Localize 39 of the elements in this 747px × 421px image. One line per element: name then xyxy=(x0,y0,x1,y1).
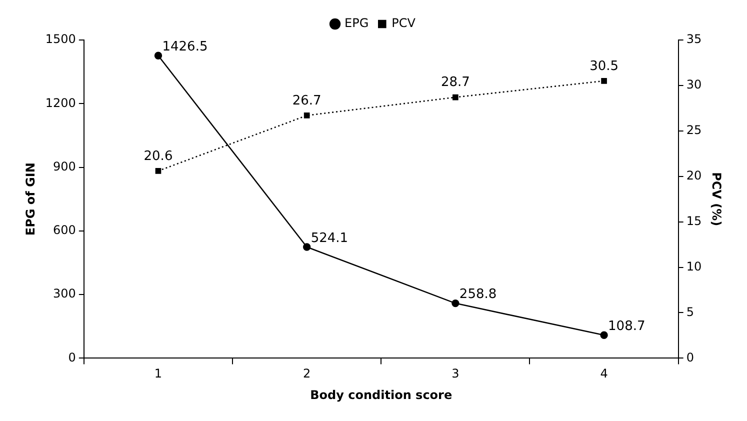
y-tick-label: 1500 xyxy=(45,32,76,46)
data-label: 30.5 xyxy=(590,58,619,74)
data-label: 20.6 xyxy=(144,148,173,164)
x-axis-title: Body condition score xyxy=(310,388,452,402)
x-tick-label: 4 xyxy=(600,366,608,381)
point xyxy=(452,94,458,100)
point xyxy=(452,299,460,308)
y-tick-label: 1200 xyxy=(45,96,76,110)
y2-tick-label: 25 xyxy=(686,123,702,138)
y2-axis-title: PCV (%) xyxy=(710,172,724,226)
point xyxy=(302,243,311,251)
x-tick-label: 1 xyxy=(154,366,162,381)
y-tick-label: 900 xyxy=(53,159,76,174)
point xyxy=(600,331,608,339)
y-tick-label: 600 xyxy=(53,223,76,238)
point xyxy=(154,52,162,60)
legend-label: PCV xyxy=(392,16,416,30)
y2-tick-label: 20 xyxy=(686,168,702,182)
y2-tick-label: 0 xyxy=(686,350,694,364)
point xyxy=(304,112,310,118)
data-label: 524.1 xyxy=(310,230,348,246)
data-label: 28.7 xyxy=(440,75,470,90)
y-tick-label: 300 xyxy=(53,286,76,301)
x-tick-label: 2 xyxy=(303,366,311,381)
point xyxy=(601,78,607,84)
y2-tick-label: 35 xyxy=(686,32,702,46)
data-label: 258.8 xyxy=(459,287,497,302)
data-label: 26.7 xyxy=(292,93,322,108)
y2-tick-label: 15 xyxy=(686,214,702,228)
point xyxy=(155,168,162,174)
x-tick-label: 3 xyxy=(452,366,460,381)
y2-tick-label: 30 xyxy=(686,78,702,92)
y2-tick-label: 10 xyxy=(686,259,702,274)
data-label: 1426.5 xyxy=(162,39,208,54)
y-tick-label: 0 xyxy=(68,350,76,364)
legend-label: EPG xyxy=(344,16,369,30)
y2-tick-label: 5 xyxy=(686,304,694,319)
data-label: 108.7 xyxy=(608,319,646,334)
y-axis-title: EPG of GIN xyxy=(23,162,38,236)
